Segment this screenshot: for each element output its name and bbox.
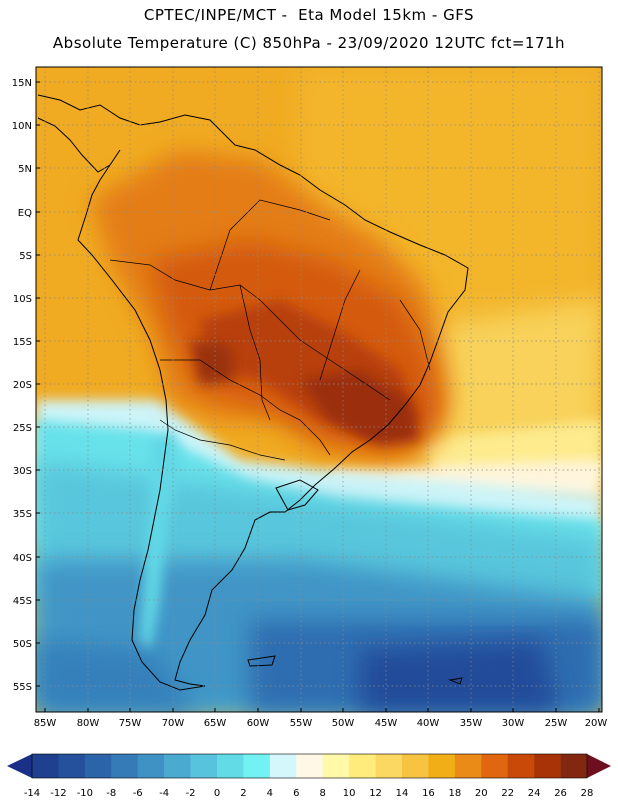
lon-label: 55W [290,718,313,729]
lat-label: 5N [18,164,32,175]
colorbar-swatch [402,754,429,778]
lon-label: 60W [247,718,270,729]
colorbar-tick-label: -10 [77,788,93,799]
lat-label: 10S [13,294,32,305]
colorbar-tick-label: -14 [24,788,40,799]
lon-label: 80W [77,718,100,729]
lat-label: 15S [13,337,32,348]
colorbar-swatch [428,754,456,778]
colorbar-swatch [454,754,482,778]
lat-label: 45S [13,596,32,607]
colorbar-tick-label: 4 [267,788,273,799]
colorbar-swatch [375,754,403,778]
lat-label: 15N [12,78,32,89]
colorbar-tick-label: -4 [159,788,169,799]
colorbar-swatch [243,754,271,778]
lon-label: 35W [460,718,483,729]
colorbar-tick-label: 8 [320,788,326,799]
colorbar-tick-label: 10 [343,788,356,799]
colorbar-tick-label: 16 [422,788,435,799]
lat-label: 30S [13,466,32,477]
colorbar-tick-label: 6 [293,788,299,799]
colorbar-swatch [217,754,244,778]
colorbar-tick-label: 14 [396,788,409,799]
lat-label: 10N [12,121,32,132]
colorbar-outline [31,753,588,779]
colorbar-tick-label: 26 [554,788,567,799]
colorbar: -14 -12 -10 -8 -6 -4 -2 0 2 4 6 8 10 12 14 16 18 20 22 24 26… [7,753,611,799]
colorbar-tick-label: 0 [214,788,220,799]
colorbar-swatch [164,754,191,778]
colorbar-swatch [58,754,86,778]
lat-label: 55S [13,682,32,693]
lon-label: 50W [332,718,355,729]
lat-label: 50S [13,639,32,650]
temperature-field [36,67,602,712]
lon-label: 70W [162,718,185,729]
colorbar-swatch [481,754,509,778]
colorbar-tick-label: 28 [581,788,594,799]
lon-label: 75W [119,718,142,729]
colorbar-tick-label: -2 [186,788,196,799]
lon-label: 40W [417,718,440,729]
colorbar-tick-label: 24 [528,788,541,799]
lat-label: 25S [13,423,32,434]
lon-label: 65W [204,718,227,729]
colorbar-tick-label: 12 [369,788,382,799]
colorbar-high-arrow [587,754,611,778]
colorbar-low-arrow [7,754,32,778]
country-borders [109,199,431,461]
colorbar-swatch [560,754,588,778]
lon-label: 45W [375,718,398,729]
colorbar-swatch [32,754,59,778]
longitude-axis: 85W 80W 75W 70W 65W 60W 55W 50W 45W 40W … [34,708,608,729]
colorbar-swatch [534,754,561,778]
colorbar-tick-label: 18 [448,788,461,799]
colorbar-swatch [111,754,139,778]
colorbar-tick-label: -12 [50,788,66,799]
map-subtitle: Absolute Temperature (C) 850hPa - 23/09/… [52,34,566,52]
colorbar-swatch [296,754,324,778]
colorbar-swatch [507,754,535,778]
lat-label: 5S [19,251,32,262]
colorbar-tick-label: 20 [475,788,488,799]
lon-label: 20W [585,718,608,729]
lon-label: 25W [545,718,568,729]
colorbar-tick-label: 2 [240,788,246,799]
colorbar-swatch [322,754,350,778]
colorbar-tick-label: 22 [501,788,514,799]
lat-label: 35S [13,509,32,520]
lat-label: 20S [13,380,32,391]
map-title: CPTEC/INPE/MCT - Eta Model 15km - GFS [143,6,475,24]
colorbar-swatch [349,754,376,778]
colorbar-swatch [269,754,297,778]
latitude-axis: 15N 10N 5N EQ 5S 10S 15S 20S 25S 30S 35S… [12,78,40,693]
colorbar-swatch [137,754,165,778]
colorbar-tick-label: -6 [133,788,143,799]
colorbar-swatch [84,754,112,778]
colorbar-swatch [190,754,218,778]
lat-label: EQ [18,208,32,219]
map-frame [35,66,603,713]
lat-label: 40S [13,553,32,564]
colorbar-tick-label: -8 [106,788,116,799]
lon-label: 85W [34,718,57,729]
lon-label: 30W [502,718,525,729]
